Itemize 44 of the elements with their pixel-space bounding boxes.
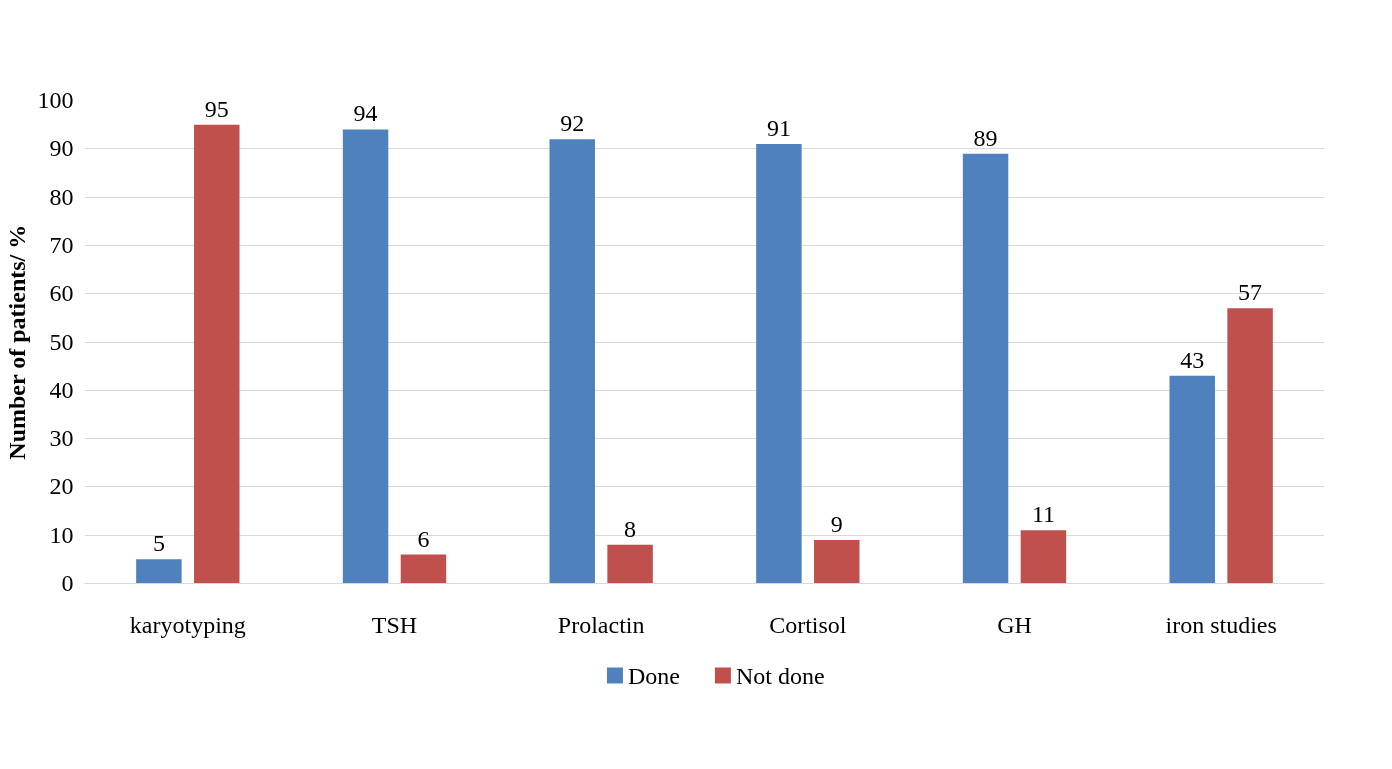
data-label: 92 <box>560 110 585 137</box>
y-tick-label: 10 <box>49 521 74 548</box>
data-label: 43 <box>1180 346 1205 373</box>
y-tick-label: 20 <box>49 473 74 500</box>
data-label: 11 <box>1031 501 1055 528</box>
y-tick-label: 100 <box>37 87 74 113</box>
bar <box>1227 308 1273 584</box>
y-tick-label: 0 <box>61 570 74 596</box>
data-label: 91 <box>766 114 791 141</box>
legend-label: Not done <box>735 662 825 689</box>
y-tick-label: 80 <box>49 183 74 210</box>
bar <box>814 540 860 584</box>
bar <box>549 139 595 584</box>
x-tick-label: GH <box>997 611 1032 638</box>
x-tick-label: karyotyping <box>129 611 246 638</box>
x-tick-label: iron studies <box>1165 611 1277 638</box>
data-label: 89 <box>973 124 998 151</box>
bar <box>342 129 389 584</box>
y-axis-title: Number of patients/ % <box>3 224 30 460</box>
y-tick-label: 70 <box>49 231 74 258</box>
y-tick-label: 60 <box>49 280 74 307</box>
data-label: 95 <box>204 95 229 122</box>
data-label: 5 <box>152 530 165 557</box>
data-label: 57 <box>1238 279 1263 306</box>
bar <box>962 153 1009 584</box>
data-label: 8 <box>624 515 637 542</box>
bar <box>136 559 182 584</box>
y-tick-label: 50 <box>49 328 74 355</box>
bar <box>400 554 447 584</box>
x-tick-label: Prolactin <box>557 611 645 638</box>
bar <box>1169 375 1215 584</box>
data-label: 6 <box>417 525 430 552</box>
legend-label: Done <box>627 662 680 689</box>
data-label: 94 <box>353 100 378 127</box>
bar <box>194 124 240 584</box>
y-tick-label: 40 <box>49 376 74 403</box>
bar <box>1020 530 1067 584</box>
x-tick-label: Cortisol <box>769 611 847 638</box>
bar <box>756 143 802 584</box>
y-tick-label: 90 <box>49 135 74 162</box>
data-label: 9 <box>830 511 843 538</box>
bar <box>607 544 653 584</box>
x-tick-label: TSH <box>371 611 418 638</box>
y-tick-label: 30 <box>49 425 74 452</box>
